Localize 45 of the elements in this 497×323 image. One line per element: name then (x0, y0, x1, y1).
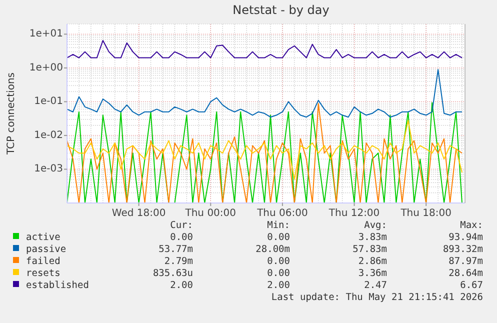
text: 2.86m (358, 256, 388, 267)
line-series (66, 69, 463, 118)
text: Avg: (364, 220, 387, 231)
text: 3.36m (358, 268, 388, 279)
y-tick-label: 1e+01 (29, 28, 63, 40)
text: 893.32m (442, 244, 484, 255)
text: 2.00 (170, 280, 194, 291)
legend-label: active (26, 232, 61, 243)
text: 28.00m (256, 244, 290, 255)
text: 53.77m (158, 244, 194, 255)
x-tick-label: Thu 18:00 (400, 208, 452, 219)
text: 87.97m (448, 256, 484, 267)
x-tick-label: Wed 18:00 (112, 208, 166, 219)
text: 835.63u (152, 268, 193, 279)
y-axis-title: TCP connections (6, 72, 17, 156)
text: 6.67 (460, 280, 483, 291)
legend-label: passive (26, 244, 66, 255)
line-series (66, 120, 463, 180)
legend-label: established (26, 280, 89, 291)
y-tick-label: 1e-03 (34, 164, 63, 175)
text: Last update: Thu May 21 21:15:41 2026 (271, 292, 484, 303)
text: Max: (460, 220, 483, 231)
y-tick-label: 1e-02 (34, 130, 63, 141)
text: 57.83m (352, 244, 388, 255)
line-series (66, 40, 463, 58)
chart-title: Netstat - by day (232, 3, 330, 17)
text: 0.00 (267, 268, 290, 279)
text: 2.47 (364, 280, 387, 291)
x-tick-label: Thu 06:00 (256, 208, 308, 219)
text: Min: (267, 220, 290, 231)
text: 3.83m (358, 232, 388, 243)
legend-label: resets (26, 268, 60, 279)
text: 2.79m (164, 256, 194, 267)
text: 0.00 (267, 232, 290, 243)
x-tick-label: Thu 12:00 (328, 208, 380, 219)
y-tick-label: 1e-01 (34, 96, 63, 108)
y-tick-label: 1e+00 (29, 62, 63, 74)
text: Cur: (170, 220, 193, 231)
x-tick-label: Thu 00:00 (184, 208, 236, 219)
text: 0.00 (170, 232, 194, 243)
text: 93.94m (448, 232, 484, 243)
text: 28.64m (448, 268, 484, 279)
text: 2.00 (267, 280, 290, 291)
legend-label: failed (26, 256, 60, 267)
text: 0.00 (267, 256, 290, 267)
